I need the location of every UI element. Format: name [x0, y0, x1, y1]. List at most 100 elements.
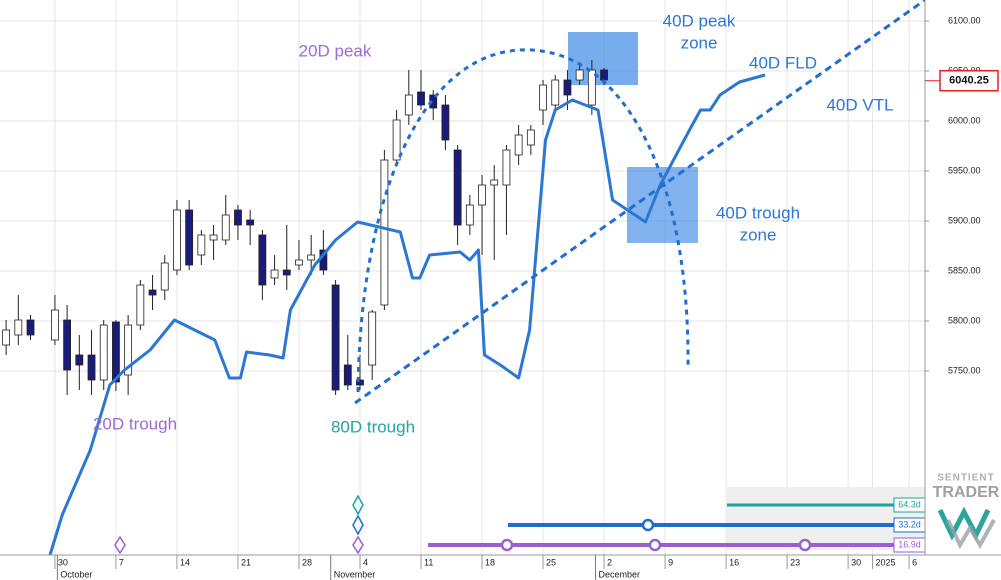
annotation: 80D trough [331, 417, 415, 436]
cycle-diamond [352, 494, 364, 516]
x-tick-label: 25 [546, 557, 556, 567]
candle-body [380, 159, 389, 306]
cycle-panel-bg [727, 487, 925, 550]
annotation: 40D trough [716, 203, 800, 222]
candle-body [563, 79, 572, 96]
candle-body [148, 289, 157, 296]
candle-body [75, 354, 84, 366]
candle-body [392, 119, 401, 161]
x-tick-label: 11 [424, 557, 433, 567]
candle-body [404, 94, 413, 116]
cycle-label: 33.2d [898, 519, 921, 529]
candle-body [209, 234, 218, 241]
candle-body [490, 179, 499, 186]
candle-body [307, 254, 316, 261]
candle-body [173, 209, 181, 271]
vtl-line [354, 0, 926, 405]
candle-body [63, 319, 72, 371]
candle-body [417, 91, 425, 106]
y-tick-label: 5850.00 [948, 265, 981, 275]
month-label: November [334, 569, 376, 579]
annotation: 40D peak [663, 11, 736, 30]
y-tick-label: 6000.00 [948, 115, 981, 125]
annotations: 20D peak 40D peak zone 40D FLD 40D VTL 40D tr… [93, 11, 926, 553]
candle-body [234, 209, 242, 226]
candle-body [343, 364, 352, 386]
x-tick-label: 4 [363, 557, 368, 567]
y-axis-panel [925, 0, 1001, 580]
x-tick-label: 2 [607, 557, 612, 567]
fld-line [48, 73, 766, 556]
x-tick-label: 28 [302, 557, 312, 567]
x-tick-label: 16 [729, 557, 739, 567]
logo-mark [937, 506, 991, 541]
y-tick-label: 5750.00 [948, 365, 981, 375]
x-tick-label: 30 [58, 557, 68, 567]
cycle-node [641, 518, 655, 532]
candle-body [197, 234, 206, 256]
month-label: December [599, 569, 641, 579]
candle-body [26, 319, 35, 336]
cycle-label: 16.9d [898, 539, 921, 549]
x-tick-label: 6 [912, 557, 917, 567]
x-tick-label: 14 [180, 557, 190, 567]
candle-body [185, 209, 194, 266]
candle-body [160, 262, 169, 291]
annotation: zone [681, 33, 718, 52]
logo-text: TRADER [933, 484, 1000, 501]
candle-body [502, 149, 511, 186]
candle-body [258, 234, 267, 286]
axes: 5750.00 5800.00 5850.00 5900.00 5950.00 6000.… [54, 15, 1000, 580]
candle-body [14, 319, 23, 336]
candle-body [51, 309, 59, 341]
candle-body [282, 269, 291, 276]
month-label: October [60, 569, 92, 579]
candle-body [526, 129, 535, 146]
cycle-diamond [114, 535, 126, 555]
x-tick-label: 23 [790, 557, 800, 567]
candle-body [246, 219, 255, 226]
y-tick-label: 5950.00 [948, 165, 981, 175]
x-tick-label: 18 [485, 557, 495, 567]
cycle-node [500, 538, 514, 552]
candle-body [441, 104, 450, 141]
candle-body [2, 329, 11, 346]
candle-body [575, 69, 584, 81]
logo-mark [946, 519, 996, 550]
logo-text: SENTIENT [937, 473, 994, 484]
candle-body [136, 284, 145, 326]
candles [2, 60, 608, 395]
candle-body [124, 324, 133, 376]
x-tick-label: 7 [119, 557, 124, 567]
candle-body [368, 311, 377, 366]
y-tick-label: 5900.00 [948, 215, 981, 225]
last-price-label: 6040.25 [949, 75, 989, 87]
cycle-arc [356, 48, 690, 393]
cycle-node [798, 538, 812, 552]
candle-body [514, 134, 523, 156]
y-tick-label: 6100.00 [948, 15, 981, 25]
candle-body [112, 321, 120, 383]
annotation: zone [740, 225, 777, 244]
candle-body [99, 324, 108, 381]
x-tick-label: 9 [668, 557, 673, 567]
annotation: 20D peak [299, 41, 372, 60]
candle-body [295, 259, 303, 266]
candle-body [539, 84, 547, 111]
candle-body [600, 69, 608, 81]
annotation: 40D FLD [749, 53, 817, 72]
annotation: 20D trough [93, 414, 177, 433]
cycle-diamond [352, 535, 364, 555]
annotation: 40D VTL [826, 95, 893, 114]
candle-body [465, 204, 474, 226]
cycle-node [648, 538, 662, 552]
x-tick-label: 21 [241, 557, 251, 567]
candle-body [478, 184, 486, 206]
candle-body [587, 69, 596, 106]
candle-body [551, 79, 560, 106]
cycle-label: 64.3d [898, 499, 921, 509]
x-tick-label: 30 [851, 557, 861, 567]
x-tick-label: 2025 [876, 557, 896, 567]
candle-body [221, 214, 230, 241]
